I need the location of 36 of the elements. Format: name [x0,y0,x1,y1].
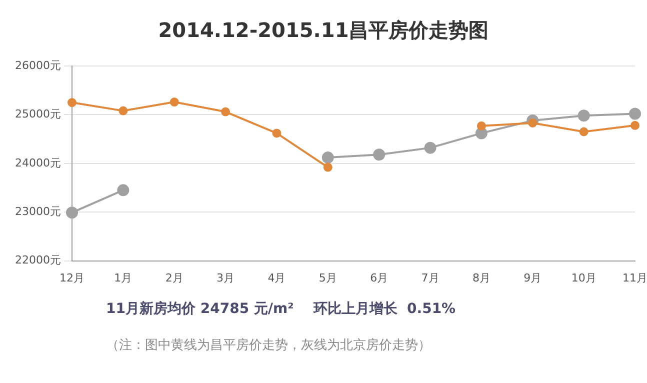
x-tick-label: 7月 [421,271,440,284]
point [579,127,588,136]
x-tick-label: 10月 [571,271,596,284]
x-tick-label: 6月 [370,271,388,284]
x-tick-label: 2月 [165,271,184,284]
y-tick-label: 24000元 [14,156,61,170]
point [629,108,641,120]
x-tick-label: 4月 [268,271,286,284]
x-tick-label: 3月 [216,271,235,284]
y-tick-label: 23000元 [14,204,61,218]
y-tick-label: 25000元 [14,108,61,121]
point [67,98,76,108]
point [170,98,179,107]
point [373,148,386,161]
point [630,120,640,130]
x-tick-label: 1月 [114,271,132,284]
point [528,118,538,128]
point [476,121,486,130]
x-tick-label: 11月 [622,271,647,284]
text: 11月新房均价 24785 元/m² 环比上月增长 0.51% [106,300,457,318]
point [117,184,130,196]
point [272,128,282,138]
point [578,110,590,122]
x-tick-label: 9月 [524,271,542,284]
point [221,107,230,116]
x-tick-label: 12月 [59,271,84,284]
point [323,162,332,172]
x-tick-label: 5月 [318,271,337,284]
point [118,106,128,116]
x-tick-label: 8月 [472,271,490,284]
y-tick-label: 22000元 [14,254,61,267]
point [322,152,334,164]
y-tick-label: 26000元 [14,58,61,72]
text: （注：图中黄线为昌平房价走势，灰线为北京房价走势） [106,337,432,354]
point [424,142,436,154]
chart-title: 2014.12-2015.11昌平房价走势图 [158,18,489,42]
